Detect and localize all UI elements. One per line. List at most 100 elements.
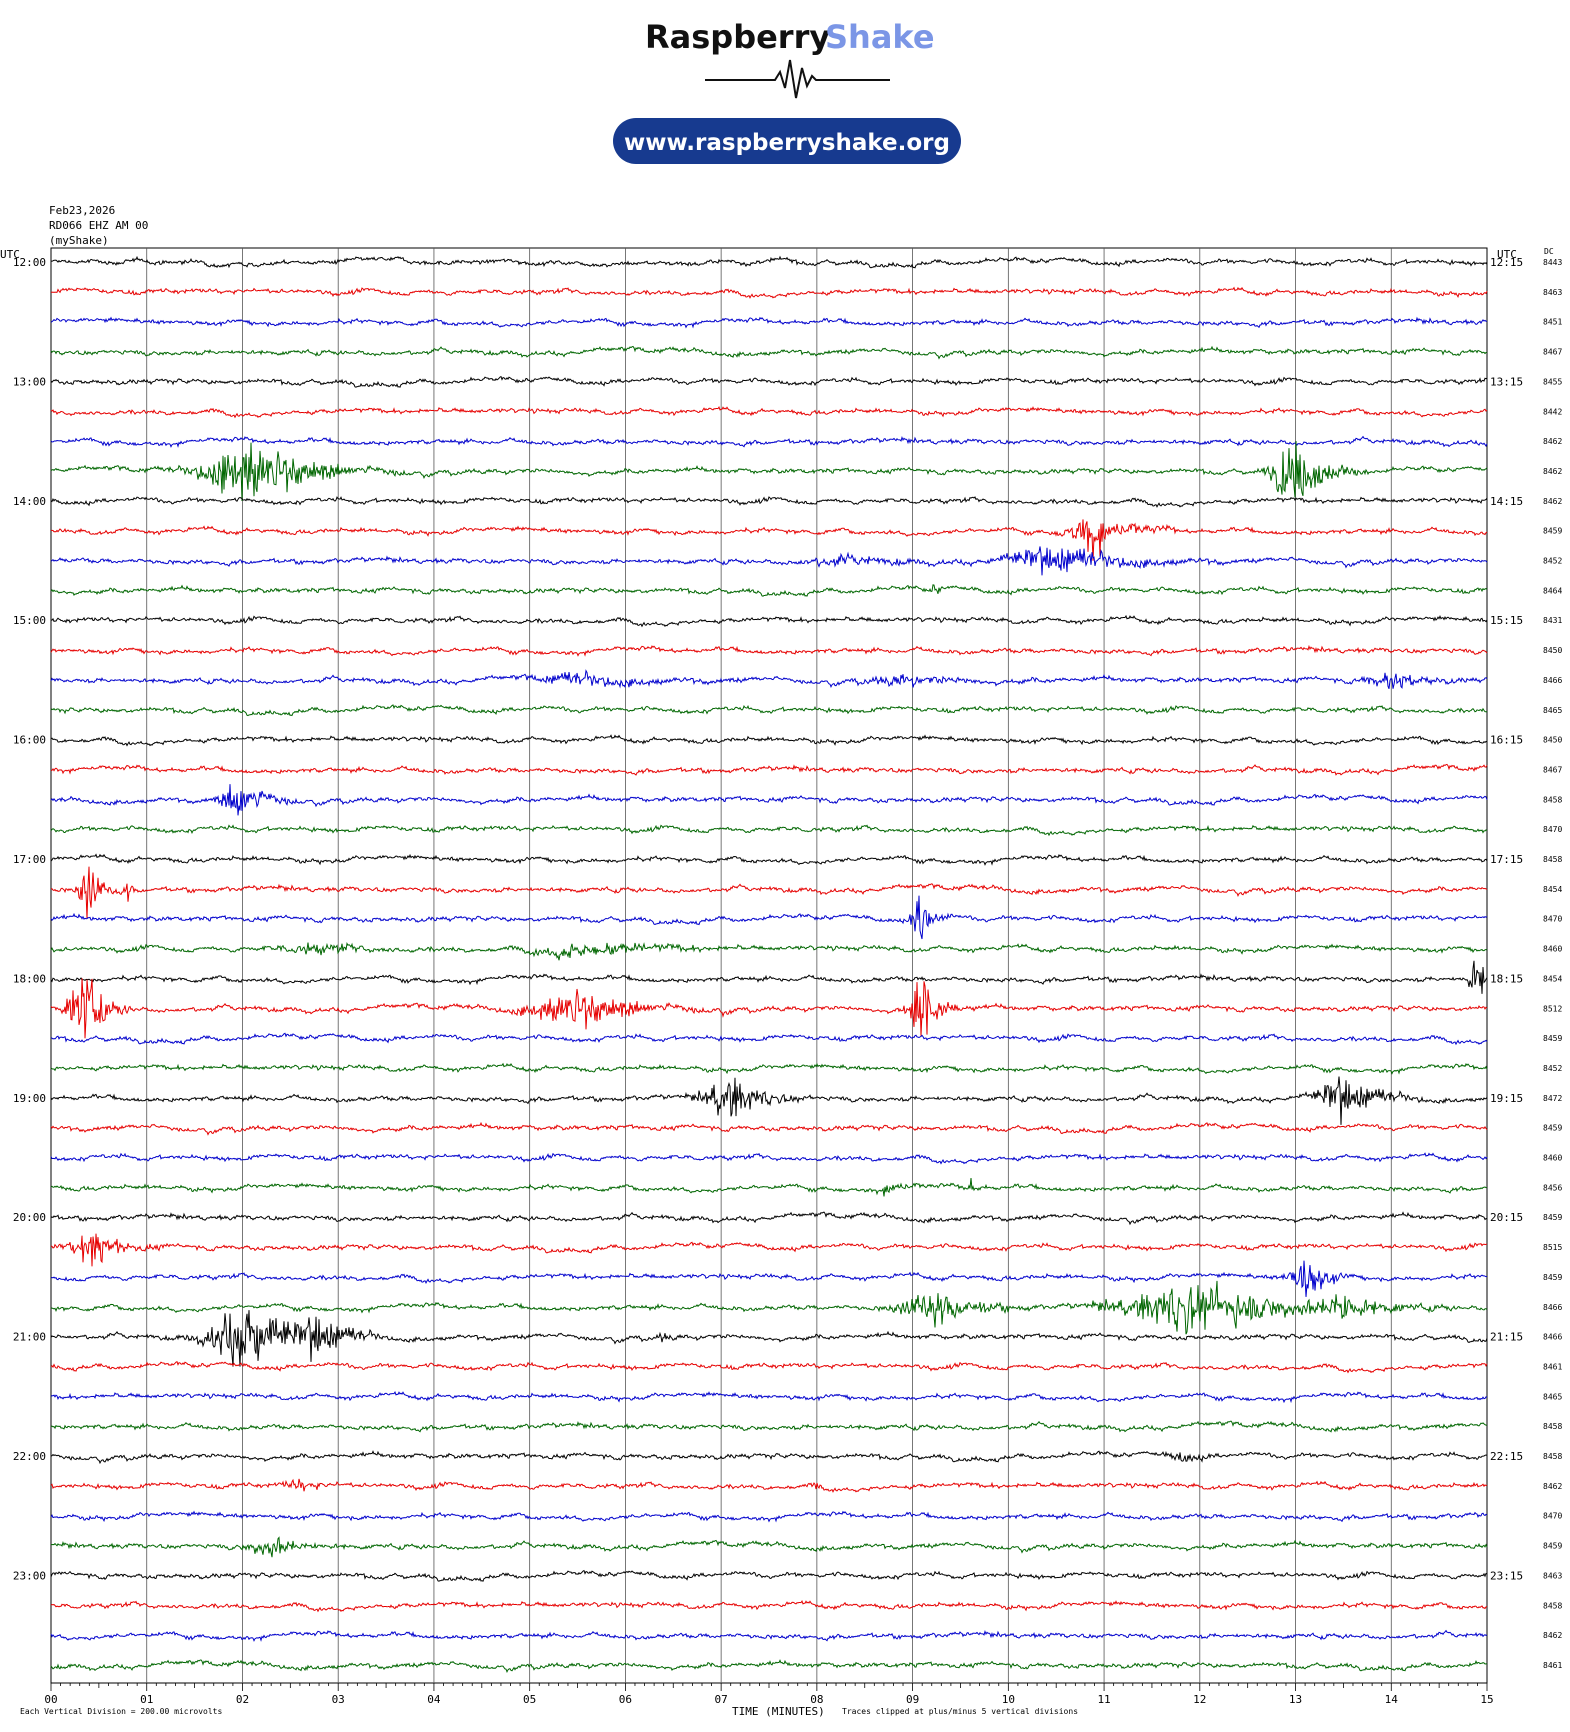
dc-offset-label: 8462 — [1543, 437, 1562, 446]
x-tick-label: 10 — [1002, 1693, 1015, 1706]
website-url[interactable]: www.raspberryshake.org — [624, 130, 950, 156]
dc-offset-label: 8458 — [1543, 1601, 1562, 1610]
trace-line — [50, 1629, 1488, 1642]
trace-line — [50, 853, 1488, 866]
dc-offset-label: 8515 — [1543, 1243, 1562, 1252]
dc-offset-label: 8472 — [1543, 1094, 1562, 1103]
trace-line — [51, 519, 1488, 561]
dc-offset-label: 8460 — [1543, 945, 1562, 954]
dc-offset-label: 8456 — [1543, 1183, 1562, 1192]
x-tick-label: 00 — [44, 1693, 57, 1706]
trace-line — [50, 763, 1488, 776]
trace-line — [50, 1121, 1488, 1136]
dc-title: DC — [1544, 247, 1554, 256]
dc-offset-label: 8454 — [1543, 974, 1562, 983]
data-source: (myShake) — [49, 234, 109, 247]
dc-offset-label: 8459 — [1543, 1542, 1562, 1551]
trace-line — [50, 345, 1487, 360]
left-axis-title: UTC — [0, 248, 20, 261]
left-time-label: 12:00 — [13, 256, 46, 269]
left-time-label: 18:00 — [13, 972, 46, 985]
dc-offset-label: 8465 — [1543, 706, 1562, 715]
trace-line — [50, 1599, 1488, 1613]
x-tick-label: 03 — [332, 1693, 345, 1706]
dc-offset-label: 8458 — [1543, 855, 1562, 864]
right-axis-title: UTC — [1497, 248, 1517, 261]
x-tick-label: 15 — [1480, 1693, 1493, 1706]
dc-offset-label: 8459 — [1543, 1213, 1562, 1222]
trace-line — [50, 1659, 1488, 1674]
x-axis-title: TIME (MINUTES) — [732, 1705, 825, 1718]
dc-offset-label: 8443 — [1543, 258, 1562, 267]
dc-offset-label: 8462 — [1543, 1631, 1562, 1640]
trace-line — [50, 1152, 1488, 1165]
left-time-label: 13:00 — [13, 375, 46, 388]
right-time-label: 21:15 — [1490, 1331, 1523, 1344]
trace-line — [50, 1569, 1488, 1582]
dc-offset-label: 8459 — [1543, 1034, 1562, 1043]
dc-offset-labels: 8443 8463 8451 8467 8455 8442 8462 8462 8462 8459… — [1543, 258, 1562, 1670]
trace-line — [50, 1450, 1488, 1465]
trace-line — [50, 704, 1488, 717]
trace-line — [50, 942, 1488, 961]
dc-offset-label: 8465 — [1543, 1392, 1562, 1401]
scale-note: Each Vertical Division = 200.00 microvol… — [20, 1707, 222, 1716]
dc-offset-label: 8470 — [1543, 915, 1562, 924]
minute-gridlines — [146, 248, 1392, 1683]
seismogram-logo-icon — [705, 59, 890, 99]
dc-offset-label: 8452 — [1543, 557, 1562, 566]
x-tick-label: 09 — [906, 1693, 919, 1706]
brand-name-raspberry: Raspberry — [645, 20, 830, 56]
trace-line — [50, 614, 1488, 628]
trace-line — [50, 1233, 1488, 1267]
dc-offset-label: 8442 — [1543, 407, 1562, 416]
dc-offset-label: 8450 — [1543, 736, 1562, 745]
x-tick-label: 13 — [1289, 1693, 1302, 1706]
dc-offset-label: 8462 — [1543, 1482, 1562, 1491]
dc-offset-label: 8460 — [1543, 1154, 1562, 1163]
left-time-label: 23:00 — [13, 1569, 46, 1582]
trace-line — [50, 440, 1488, 502]
left-time-label: 15:00 — [13, 614, 46, 627]
trace-line — [50, 1390, 1488, 1404]
trace-line — [50, 584, 1488, 597]
dc-offset-label: 8462 — [1543, 467, 1562, 476]
trace-line — [50, 1360, 1488, 1374]
right-time-label: 16:15 — [1490, 734, 1523, 747]
raspberry-shake-logo: Raspberry Shake www.raspberryshake.org — [613, 20, 961, 164]
dc-offset-label: 8470 — [1543, 1512, 1562, 1521]
x-tick-label: 05 — [523, 1693, 536, 1706]
left-time-label: 21:00 — [13, 1331, 46, 1344]
trace-line — [50, 960, 1488, 994]
dc-offset-label: 8464 — [1543, 586, 1562, 595]
trace-line — [50, 435, 1488, 448]
x-tick-label: 02 — [236, 1693, 249, 1706]
dc-offset-label: 8452 — [1543, 1064, 1562, 1073]
trace-line — [50, 895, 1488, 940]
x-tick-label: 08 — [810, 1693, 823, 1706]
dc-offset-label: 8512 — [1543, 1004, 1562, 1013]
website-pill[interactable] — [613, 118, 961, 164]
dc-offset-label: 8470 — [1543, 825, 1562, 834]
trace-line — [50, 644, 1488, 657]
trace-line — [50, 255, 1488, 269]
x-axis: 00 01 02 03 04 05 06 07 08 09 10 11 12 13 14 15 — [44, 1683, 1494, 1706]
trace-line — [50, 405, 1488, 419]
x-tick-label: 07 — [715, 1693, 728, 1706]
trace-line — [50, 546, 1488, 576]
dc-offset-label: 8459 — [1543, 1124, 1562, 1133]
left-time-label: 14:00 — [13, 495, 46, 508]
station-id: RD066 EHZ AM 00 — [49, 219, 149, 232]
dc-offset-label: 8458 — [1543, 795, 1562, 804]
right-time-label: 12:15 — [1490, 256, 1523, 269]
left-time-label: 19:00 — [13, 1092, 46, 1105]
right-time-label: 20:15 — [1490, 1211, 1523, 1224]
trace-line — [50, 1478, 1488, 1493]
dc-offset-label: 8461 — [1543, 1661, 1562, 1670]
trace-line — [50, 1536, 1488, 1558]
trace-line — [50, 978, 1488, 1039]
dc-offset-label: 8459 — [1543, 527, 1562, 536]
dc-offset-label: 8454 — [1543, 885, 1562, 894]
x-tick-label: 12 — [1193, 1693, 1206, 1706]
